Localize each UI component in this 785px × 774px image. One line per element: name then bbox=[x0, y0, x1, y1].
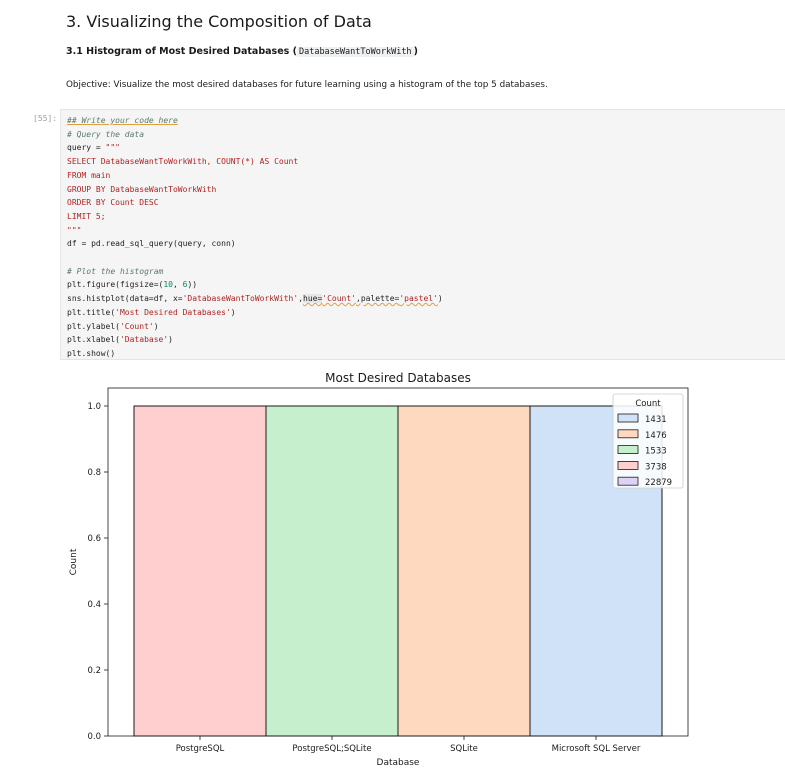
histogram-bar bbox=[265, 405, 399, 737]
code-token: 'DatabaseWantToWorkWith' bbox=[182, 294, 299, 304]
code-token: , bbox=[298, 294, 304, 304]
code-token: """ bbox=[105, 143, 120, 153]
subsection-prefix: 3.1 Histogram of Most Desired Databases … bbox=[66, 46, 297, 57]
code-line: df = pd.read_sql_query(query, conn) bbox=[67, 239, 236, 249]
legend-swatch bbox=[617, 461, 639, 470]
x-tick-label: SQLite bbox=[450, 744, 478, 754]
subsection-suffix: ) bbox=[413, 46, 418, 57]
code-line: GROUP BY DatabaseWantToWorkWith bbox=[67, 184, 217, 194]
code-line: SELECT DatabaseWantToWorkWith, COUNT(*) … bbox=[67, 157, 299, 167]
chart-title: Most Desired Databases bbox=[325, 371, 471, 385]
code-token: )) bbox=[187, 280, 198, 290]
legend-swatch bbox=[617, 476, 639, 486]
code-cell[interactable]: ## Write your code here # Query the data… bbox=[60, 109, 785, 360]
y-tick-label: 0.6 bbox=[87, 534, 101, 544]
code-token: 6 bbox=[182, 280, 188, 290]
code-token: 'pastel' bbox=[399, 294, 438, 304]
subsection-title: 3.1 Histogram of Most Desired Databases … bbox=[66, 46, 418, 57]
legend-label: 1431 bbox=[645, 415, 667, 425]
x-tick-label: PostgreSQL bbox=[176, 744, 225, 754]
code-line: ORDER BY Count DESC bbox=[67, 198, 159, 208]
y-tick-label: 0.0 bbox=[87, 732, 101, 742]
code-token: plt.xlabel( bbox=[67, 335, 120, 345]
legend-label: 22879 bbox=[645, 478, 672, 488]
histogram-chart: Most Desired Databases PostgreSQL PostgreS… bbox=[69, 371, 689, 768]
code-line: plt.show() bbox=[67, 348, 116, 358]
legend-label: 1476 bbox=[645, 431, 667, 441]
code-token: , bbox=[172, 280, 183, 290]
code-token: 'Count' bbox=[322, 294, 356, 304]
code-token: plt.title( bbox=[67, 307, 116, 317]
legend-title: Count bbox=[635, 399, 661, 409]
code-token: ) bbox=[230, 307, 236, 317]
objective-text: Objective: Visualize the most desired da… bbox=[66, 80, 548, 90]
code-token: ) bbox=[153, 321, 159, 331]
y-tick-label: 1.0 bbox=[87, 402, 101, 412]
code-editor[interactable]: ## Write your code here # Query the data… bbox=[67, 114, 443, 361]
x-axis-label: Database bbox=[377, 758, 420, 768]
legend-swatch bbox=[617, 445, 639, 454]
code-line: FROM main bbox=[67, 170, 111, 180]
code-token: 'Database' bbox=[119, 335, 169, 345]
legend-label: 1533 bbox=[645, 447, 667, 457]
x-tick-label: PostgreSQL;SQLite bbox=[292, 744, 371, 754]
code-line: # Query the data bbox=[67, 129, 145, 139]
histogram-bar bbox=[397, 405, 531, 737]
legend-swatch bbox=[617, 413, 639, 423]
subsection-code: DatabaseWantToWorkWith bbox=[296, 47, 414, 57]
code-line: # Plot the histogram bbox=[67, 266, 164, 276]
y-tick-label: 0.2 bbox=[87, 666, 101, 676]
y-tick-label: 0.4 bbox=[87, 600, 101, 610]
legend-swatch bbox=[617, 429, 639, 439]
histogram-bar bbox=[133, 405, 267, 737]
x-tick-label: Microsoft SQL Server bbox=[552, 744, 641, 754]
code-token: hue= bbox=[303, 294, 323, 304]
code-token: sns.histplot(data=df, x= bbox=[67, 294, 183, 304]
code-token: 'Count' bbox=[119, 321, 154, 331]
code-line: ## Write your code here bbox=[67, 116, 178, 125]
code-line: query = bbox=[67, 143, 106, 153]
code-token: 'Most Desired Databases' bbox=[115, 307, 231, 317]
section-title: 3. Visualizing the Composition of Data bbox=[66, 12, 372, 31]
code-token: plt.ylabel( bbox=[67, 321, 120, 331]
code-line: LIMIT 5; bbox=[67, 211, 106, 221]
y-tick-label: 0.8 bbox=[87, 468, 101, 478]
code-token: plt.figure(figsize=( bbox=[67, 280, 164, 290]
code-token: 10 bbox=[163, 280, 173, 290]
legend-label: 3738 bbox=[645, 462, 667, 472]
code-line: """ bbox=[67, 225, 82, 235]
cell-prompt: [55]: bbox=[33, 114, 58, 123]
code-token: ) bbox=[437, 294, 443, 304]
code-token: ,palette= bbox=[356, 294, 400, 304]
code-token: ) bbox=[168, 335, 173, 345]
y-axis-label: Count bbox=[69, 548, 79, 575]
